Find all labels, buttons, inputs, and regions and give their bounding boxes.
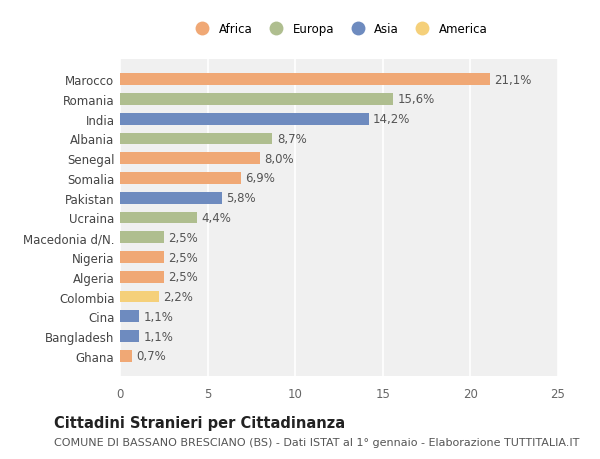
Bar: [120, 133, 272, 145]
Bar: [120, 252, 164, 263]
Text: 5,8%: 5,8%: [226, 192, 256, 205]
Text: 15,6%: 15,6%: [398, 93, 435, 106]
Bar: [120, 153, 260, 165]
Bar: [120, 192, 221, 204]
Text: 2,5%: 2,5%: [168, 251, 198, 264]
Bar: [120, 212, 197, 224]
Bar: [120, 271, 164, 283]
Bar: [120, 113, 369, 125]
Text: Cittadini Stranieri per Cittadinanza: Cittadini Stranieri per Cittadinanza: [54, 415, 345, 431]
Text: 6,9%: 6,9%: [245, 172, 275, 185]
Text: 1,1%: 1,1%: [143, 330, 173, 343]
Text: 8,0%: 8,0%: [265, 152, 294, 165]
Text: 21,1%: 21,1%: [494, 73, 532, 86]
Bar: [120, 94, 394, 106]
Text: 1,1%: 1,1%: [143, 310, 173, 323]
Text: 8,7%: 8,7%: [277, 133, 307, 146]
Bar: [120, 291, 158, 303]
Bar: [120, 330, 139, 342]
Bar: [120, 350, 132, 362]
Bar: [120, 173, 241, 185]
Text: 4,4%: 4,4%: [202, 212, 232, 224]
Text: 14,2%: 14,2%: [373, 113, 410, 126]
Text: COMUNE DI BASSANO BRESCIANO (BS) - Dati ISTAT al 1° gennaio - Elaborazione TUTTI: COMUNE DI BASSANO BRESCIANO (BS) - Dati …: [54, 437, 580, 447]
Text: 2,5%: 2,5%: [168, 231, 198, 244]
Text: 0,7%: 0,7%: [137, 350, 166, 363]
Legend: Africa, Europa, Asia, America: Africa, Europa, Asia, America: [185, 18, 493, 40]
Bar: [120, 232, 164, 244]
Text: 2,2%: 2,2%: [163, 291, 193, 303]
Text: 2,5%: 2,5%: [168, 271, 198, 284]
Bar: [120, 311, 139, 323]
Bar: [120, 74, 490, 86]
